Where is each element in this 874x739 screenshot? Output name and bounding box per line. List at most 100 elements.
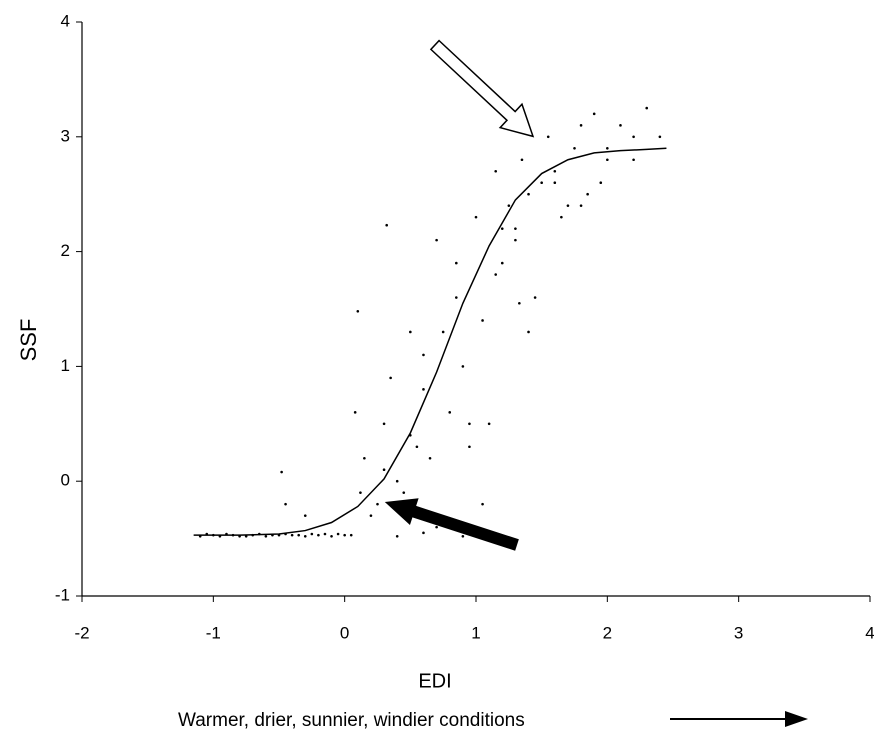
scatter-point <box>553 181 557 185</box>
scatter-point <box>527 192 530 196</box>
black-arrow <box>384 498 519 551</box>
scatter-point <box>422 353 425 357</box>
scatter-point <box>435 238 438 242</box>
scatter-point <box>494 273 498 276</box>
scatter-point <box>343 533 346 537</box>
scatter-point <box>514 227 517 230</box>
x-tick-label: 3 <box>734 623 743 642</box>
scatter-point <box>409 330 412 334</box>
scatter-point <box>317 533 320 537</box>
scatter-point <box>514 238 517 242</box>
scatter-point <box>385 223 388 227</box>
scatter-point <box>553 169 557 173</box>
scatter-point <box>323 532 327 536</box>
scatter-point <box>303 514 307 517</box>
x-tick-label: 2 <box>603 623 612 642</box>
scatter-point <box>606 158 609 162</box>
y-tick-label: 3 <box>61 126 70 145</box>
y-tick-label: 4 <box>61 11 70 30</box>
scatter-point <box>461 365 465 368</box>
scatter-point <box>586 192 589 196</box>
scatter-point <box>540 181 543 185</box>
scatter-point <box>376 502 379 506</box>
scatter-point <box>422 388 425 391</box>
scatter-point <box>448 411 452 414</box>
scatter-point <box>599 181 603 185</box>
scatter-point <box>382 422 386 426</box>
x-tick-label: 1 <box>471 623 480 642</box>
scatter-point <box>468 422 471 426</box>
scatter-point <box>468 445 471 449</box>
annotation-arrow-head <box>785 711 808 727</box>
scatter-point <box>481 319 484 322</box>
scatter-point <box>395 479 399 483</box>
scatter-point <box>606 146 609 150</box>
scatter-point <box>280 470 283 474</box>
scatter-point <box>415 445 419 449</box>
scatter-point <box>632 135 635 139</box>
scatter-point <box>474 215 478 219</box>
scatter-point <box>382 468 386 472</box>
scatter-point <box>428 456 432 460</box>
scatter-point <box>264 535 268 538</box>
y-tick-label: -1 <box>55 585 70 604</box>
scatter-point <box>290 533 294 537</box>
scatter-point <box>435 525 438 529</box>
scatter-point <box>422 531 425 535</box>
scatter-point <box>658 135 662 139</box>
scatter-point <box>455 296 458 299</box>
y-tick-label: 2 <box>61 241 70 260</box>
scatter-point <box>297 533 301 537</box>
y-tick-label: 0 <box>61 471 70 490</box>
scatter-point <box>579 124 583 127</box>
scatter-point <box>402 491 406 494</box>
scatter-point <box>645 106 649 110</box>
fit-curve <box>193 147 667 536</box>
scatter-point <box>349 533 353 537</box>
scatter-point <box>455 261 458 265</box>
scatter-point <box>363 456 366 460</box>
scatter-point <box>518 301 521 305</box>
x-tick-label: -2 <box>74 623 89 642</box>
scatter-point <box>494 169 498 173</box>
scatter-point <box>566 204 570 207</box>
scatter-point <box>487 422 491 426</box>
scatter-point <box>310 532 314 536</box>
annotation: Warmer, drier, sunnier, windier conditio… <box>178 710 525 731</box>
scatter-point <box>389 376 392 380</box>
scatter-point <box>330 535 333 538</box>
scatter-point <box>507 204 511 207</box>
scatter-point <box>461 535 465 538</box>
scatter-point <box>546 135 550 139</box>
scatter-point <box>395 535 399 538</box>
scatter-point <box>632 158 635 162</box>
x-tick-label: -1 <box>206 623 221 642</box>
scatter-point <box>369 514 373 517</box>
scatter-point <box>336 532 340 536</box>
scatter-point <box>573 146 576 150</box>
scatter-point <box>284 502 287 506</box>
scatter-point <box>359 491 362 494</box>
scatter-point <box>533 296 537 299</box>
y-tick-label: 1 <box>61 356 70 375</box>
scatter-point <box>560 215 563 219</box>
x-tick-label: 4 <box>865 623 874 642</box>
white-arrow <box>429 39 535 138</box>
scatter-point <box>481 502 484 506</box>
scatter-point <box>520 158 524 162</box>
scatter-point <box>353 411 357 414</box>
scatter-point <box>579 204 583 207</box>
scatter-point <box>500 227 504 230</box>
scatter-point <box>356 309 360 313</box>
scatter-point <box>527 330 530 334</box>
x-axis-label: EDI <box>418 670 451 692</box>
scatter-point <box>441 330 445 334</box>
y-axis-label: SSF <box>16 319 41 362</box>
scatter-point <box>592 112 596 116</box>
x-tick-label: 0 <box>340 623 349 642</box>
scatter-point <box>619 124 622 127</box>
scatter-point <box>500 261 504 265</box>
scatter-point <box>303 535 307 538</box>
